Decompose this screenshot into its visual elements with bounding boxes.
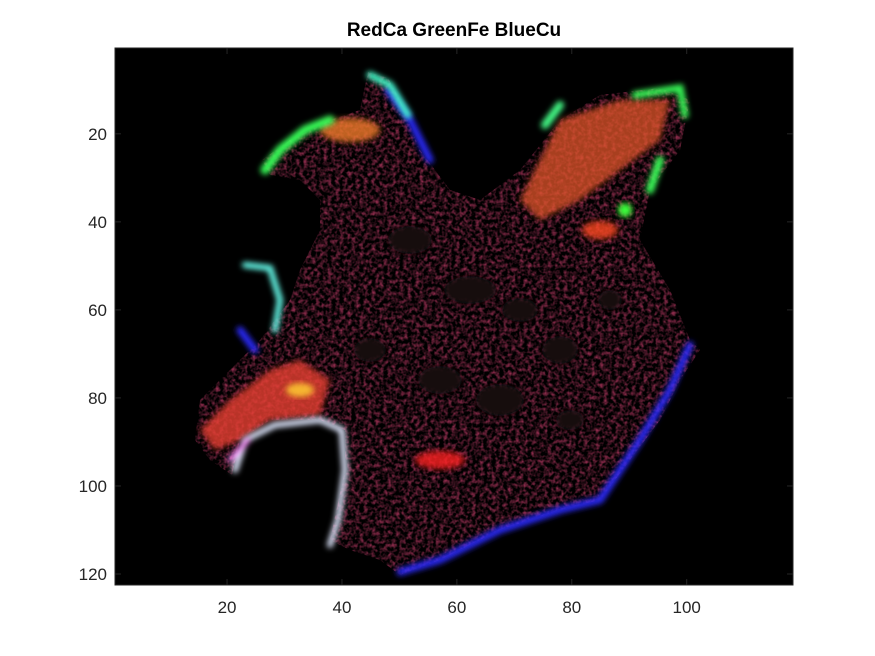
y-axis-ticks: 20 40 60 80 100 120 (79, 125, 793, 584)
y-tick-label: 120 (79, 565, 107, 584)
element-map-image (115, 48, 793, 585)
y-tick-label: 20 (88, 125, 107, 144)
x-tick-label: 60 (447, 598, 466, 617)
fe-edges (227, 71, 689, 548)
axes-box (114, 47, 794, 586)
fe-spot (618, 203, 632, 217)
x-axis-ticks: 20 40 60 80 100 (218, 48, 701, 617)
ca-spot-right (582, 221, 618, 239)
x-tick-label: 40 (332, 598, 351, 617)
y-tick-label: 40 (88, 213, 107, 232)
y-tick-label: 100 (79, 477, 107, 496)
y-tick-label: 80 (88, 389, 107, 408)
figure-title: RedCa GreenFe BlueCu (346, 20, 562, 41)
ca-ridge-upper (520, 100, 670, 220)
ca-ridge-left (200, 360, 330, 450)
sample-holes (354, 226, 622, 430)
ca-spot-lower (286, 383, 314, 397)
ca-spot-top (320, 118, 380, 142)
x-tick-label: 20 (218, 598, 237, 617)
ca-spot-mid (415, 451, 465, 469)
x-tick-label: 80 (562, 598, 581, 617)
y-tick-label: 60 (88, 301, 107, 320)
x-tick-label: 100 (673, 598, 701, 617)
